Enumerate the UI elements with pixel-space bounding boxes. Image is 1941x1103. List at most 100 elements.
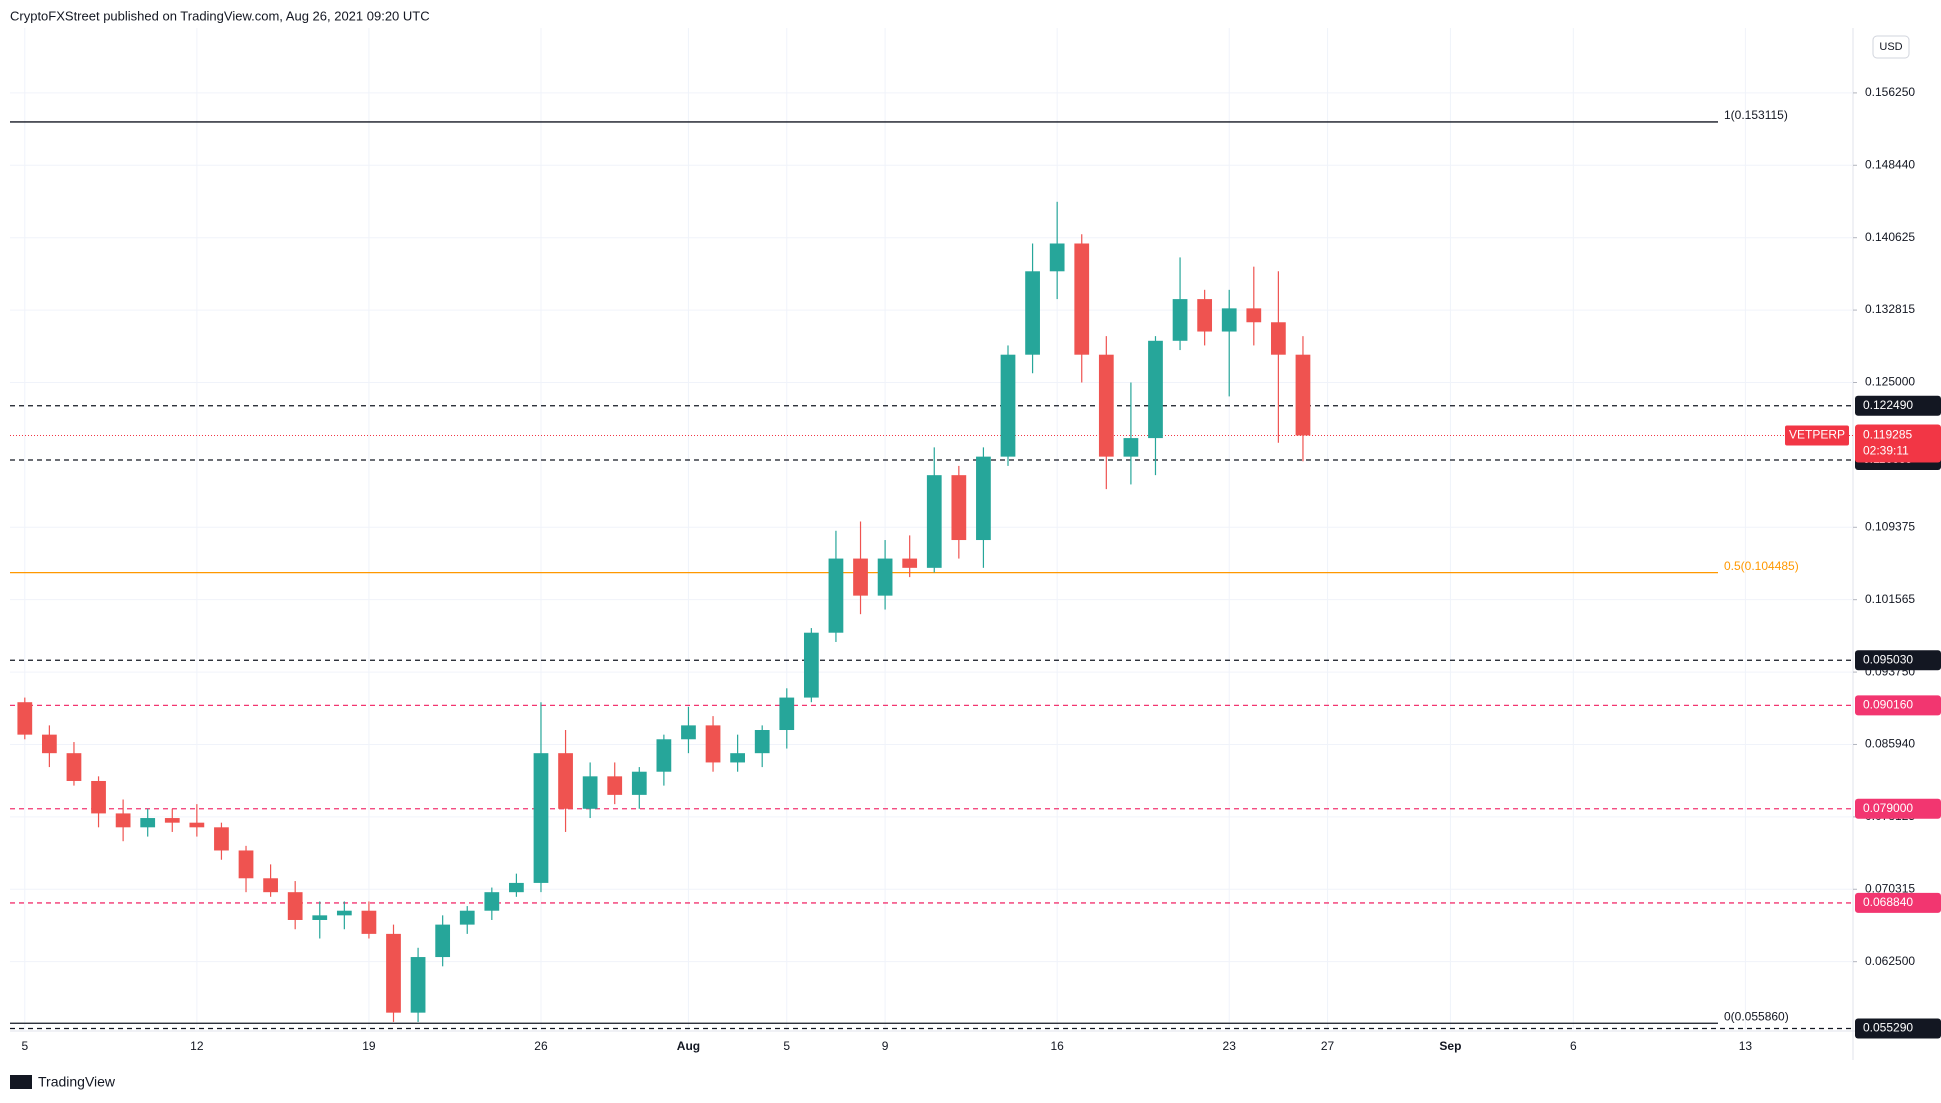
x-tick-label: Aug [677,1039,700,1053]
candle-body [312,915,328,920]
x-tick-label: 5 [21,1039,28,1053]
candle-body [1172,299,1188,341]
logo [10,1075,32,1089]
currency-label[interactable]: USD [1879,41,1902,53]
level-badge [1855,892,1941,913]
y-tick-label: 0.125000 [1865,375,1915,389]
candle-body [1295,354,1311,436]
level-badge [1855,1018,1941,1039]
candles [17,201,1311,1022]
levels: 1(0.153115) 0.5(0.104485) 0(0.055860) [10,108,1853,1030]
candle-body [459,910,475,925]
candle-body [140,818,156,828]
level-badge-label: 0.079000 [1863,801,1913,815]
candle-body [1123,438,1139,457]
chart-title: CryptoFXStreet published on TradingView.… [10,8,430,23]
candle-body [582,776,598,809]
fib-label: 0.5(0.104485) [1724,559,1799,573]
x-tick-label: 23 [1223,1039,1237,1053]
candle-body [164,818,180,823]
candle-body [287,892,303,920]
last-price-label: 0.119285 [1863,428,1912,442]
level-badge [1855,798,1941,819]
candle-body [1246,308,1262,323]
candle-body [828,558,844,633]
y-tick-label: 0.132815 [1865,302,1915,316]
candle-body [435,924,451,958]
x-tick-label: 9 [882,1039,889,1053]
x-tick-label: 13 [1739,1039,1753,1053]
candle-body [951,475,967,541]
candle-body [42,734,57,754]
candle-body [926,475,942,568]
candle-body [976,456,991,541]
symbol-badge [1785,425,1849,446]
level-badge [1855,695,1941,716]
candle-body [877,558,893,596]
level-badge-label: 0.068840 [1863,895,1913,909]
level-badge-label: 0.055290 [1863,1021,1913,1035]
candle-body [705,725,721,763]
x-tick-label: 6 [1570,1039,1577,1053]
candle-body [1074,243,1090,355]
candle-body [115,813,131,828]
candle-body [361,910,377,934]
level-badge [1855,650,1941,671]
candle-body [1148,340,1163,439]
last-price-badge [1855,424,1941,463]
candle-body [91,780,106,814]
candle-body [189,822,205,828]
x-tick-label: 19 [362,1039,376,1053]
symbol-label: VETPERP [1789,428,1845,442]
candle-body [1025,271,1040,355]
x-tick-label: 16 [1050,1039,1064,1053]
candle-body [779,697,795,731]
candle-body [1098,354,1114,457]
candle-body [730,753,745,763]
y-tick-label: 0.156250 [1865,85,1915,99]
fib-label: 1(0.153115) [1724,108,1788,122]
y-tick-label: 0.140625 [1865,230,1915,244]
y-tick-label: 0.101565 [1865,592,1915,606]
y-tick-label: 0.148440 [1865,157,1915,171]
candle-body [631,771,647,795]
x-tick-label: Sep [1439,1039,1461,1053]
candle-body [607,776,623,795]
x-tick-label: 12 [190,1039,204,1053]
candle-body [66,753,82,781]
candle-body [336,910,352,916]
level-badge [1855,395,1941,416]
candle-body [17,702,33,735]
x-tick-label: 27 [1321,1039,1335,1053]
level-badge-label: 0.090160 [1863,698,1913,712]
x-tick-label: 26 [534,1039,548,1053]
candle-body [263,878,278,893]
candle-body [1221,308,1237,332]
currency-box[interactable] [1872,35,1910,59]
candle-body [1000,354,1016,457]
footer-brand: TradingView [38,1074,116,1090]
candle-body [1197,299,1213,332]
candle-body [214,827,229,851]
candle-body [902,558,918,568]
fib-label: 0(0.055860) [1724,1009,1789,1023]
y-tick-label: 0.070315 [1865,881,1915,895]
candle-body [410,957,426,1013]
candle-body [1271,322,1286,355]
candle-body [656,739,672,772]
x-tick-label: 5 [783,1039,790,1053]
level-badge-label: 0.122490 [1863,398,1913,412]
candle-body [754,730,770,754]
candle-body [681,725,696,740]
candle-body [238,850,254,879]
candle-body [853,558,868,596]
candle-body [533,753,549,883]
badges: 0.1224900.1166350.0950300.0901600.079000… [1785,395,1941,1039]
candle-body [509,882,524,893]
candle-body [558,753,573,809]
countdown-label: 02:39:11 [1863,444,1909,458]
candle-body [484,892,500,911]
candle-body [386,933,401,1013]
y-tick-label: 0.085940 [1865,737,1915,751]
